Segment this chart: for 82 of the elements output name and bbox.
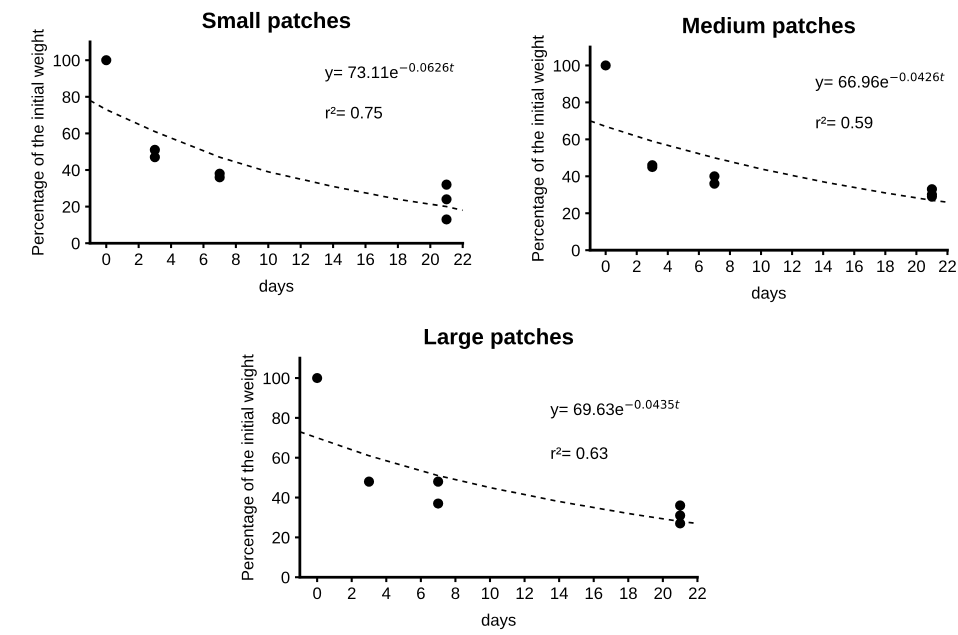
annotation: y= 69.63e$^{−0.0435t}$ xyxy=(550,400,680,418)
x-tick-label: 18 xyxy=(877,260,894,272)
annotation: r²= 0.63 xyxy=(551,447,608,460)
point xyxy=(441,194,452,204)
x-tick-label: 0 xyxy=(102,253,110,266)
chart-title: Large patches xyxy=(424,328,574,349)
point xyxy=(433,476,444,487)
y-tick-label: 40 xyxy=(562,170,580,182)
point xyxy=(675,500,686,511)
y-tick-label: 0 xyxy=(72,238,80,250)
x-axis-title: days xyxy=(259,280,294,296)
x-tick-label: 2 xyxy=(134,253,142,266)
x-tick-label: 6 xyxy=(695,260,703,272)
point xyxy=(441,180,452,190)
x-tick-label: 16 xyxy=(586,587,602,600)
point xyxy=(312,372,322,384)
annotation: y= 73.11e$^{−0.0626t}$ xyxy=(324,62,454,82)
x-tick-label: 16 xyxy=(358,253,374,266)
chart-title: Medium patches xyxy=(683,16,855,38)
annotation: y= 66.96e$^{−0.0426t}$ xyxy=(815,72,945,91)
x-tick-label: 12 xyxy=(784,260,801,272)
x-tick-label: 20 xyxy=(422,253,439,266)
x-tick-label: 8 xyxy=(726,260,734,272)
x-tick-label: 16 xyxy=(846,260,863,272)
y-tick-label: 0 xyxy=(572,244,580,256)
point xyxy=(150,152,160,162)
y-tick-label: 80 xyxy=(562,96,580,109)
y-axis-title: Percentage of the initial weight xyxy=(31,29,47,255)
y-tick-label: 60 xyxy=(62,128,80,140)
annotation: r²= 0.59 xyxy=(816,116,872,128)
x-tick-label: 8 xyxy=(232,253,240,266)
x-tick-label: 12 xyxy=(292,253,310,266)
x-tick-label: 0 xyxy=(313,587,322,600)
point xyxy=(441,214,452,224)
y-tick-label: 40 xyxy=(62,164,80,176)
x-tick-label: 14 xyxy=(815,260,832,272)
y-tick-label: 100 xyxy=(54,54,80,66)
y-tick-label: 40 xyxy=(272,492,290,504)
x-tick-label: 10 xyxy=(753,260,770,272)
x-tick-label: 12 xyxy=(516,587,533,600)
x-tick-label: 20 xyxy=(654,587,672,600)
y-tick-label: 100 xyxy=(264,372,290,384)
x-tick-label: 20 xyxy=(908,260,926,272)
point xyxy=(600,60,611,71)
x-tick-label: 0 xyxy=(602,260,610,272)
x-tick-label: 18 xyxy=(390,253,406,266)
y-axis-title: Percentage of the initial weight xyxy=(532,35,548,261)
x-tick-label: 4 xyxy=(382,588,390,600)
y-tick-label: 20 xyxy=(272,532,290,544)
x-tick-label: 14 xyxy=(551,588,568,600)
x-tick-label: 6 xyxy=(200,253,208,266)
x-tick-label: 10 xyxy=(260,253,277,266)
x-tick-label: 6 xyxy=(417,587,425,600)
point xyxy=(709,178,720,189)
x-tick-label: 22 xyxy=(454,253,472,266)
x-tick-label: 18 xyxy=(620,587,637,600)
x-tick-label: 22 xyxy=(939,260,956,272)
x-axis-title: days xyxy=(482,614,516,630)
y-tick-label: 100 xyxy=(554,60,580,72)
x-tick-label: 4 xyxy=(664,260,672,272)
x-tick-label: 10 xyxy=(482,587,499,600)
y-tick-label: 80 xyxy=(272,412,290,424)
y-axis-title: Percentage of the initial weight xyxy=(241,354,257,580)
point xyxy=(675,518,686,529)
x-tick-label: 8 xyxy=(452,587,460,600)
y-tick-label: 60 xyxy=(562,134,580,146)
point xyxy=(433,498,444,509)
point xyxy=(364,476,374,487)
x-tick-label: 14 xyxy=(325,254,342,266)
y-tick-label: 60 xyxy=(272,452,290,464)
y-tick-label: 20 xyxy=(62,201,80,213)
x-tick-label: 2 xyxy=(632,260,641,272)
y-tick-label: 0 xyxy=(282,572,290,584)
x-tick-label: 22 xyxy=(688,587,706,600)
point xyxy=(101,55,112,66)
x-tick-label: 4 xyxy=(166,254,176,266)
y-tick-label: 80 xyxy=(62,91,80,104)
x-tick-label: 2 xyxy=(348,587,356,600)
annotation: r²= 0.75 xyxy=(326,106,382,119)
chart-title: Small patches xyxy=(202,12,350,33)
y-tick-label: 20 xyxy=(562,208,580,220)
x-axis-title: days xyxy=(752,286,786,302)
